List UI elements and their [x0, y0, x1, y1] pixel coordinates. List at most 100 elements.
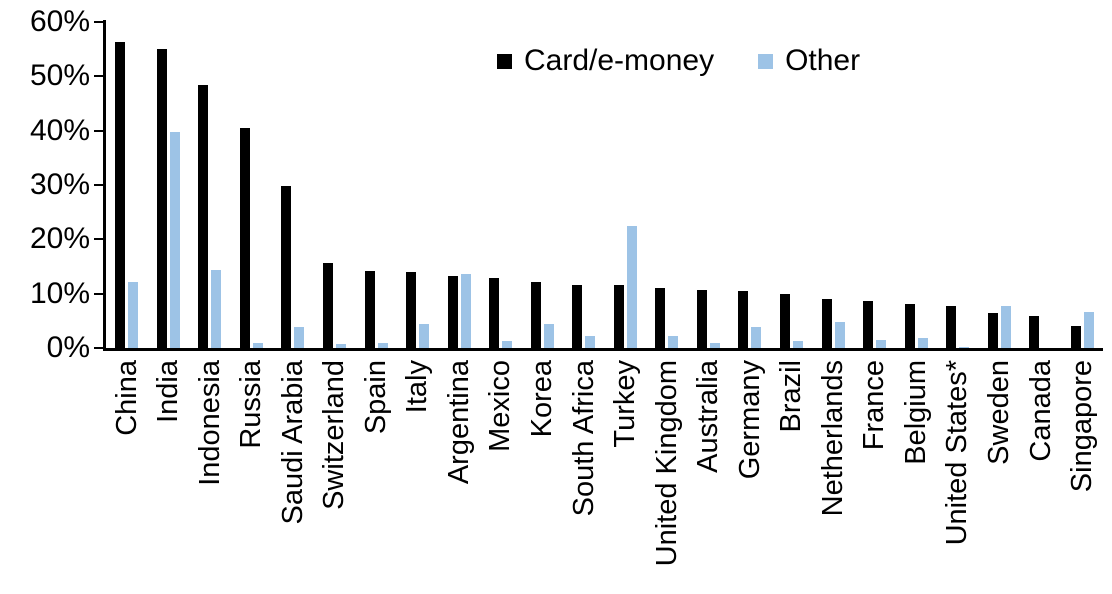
bar-card-emoney — [447, 276, 458, 348]
x-axis-label-cell: Turkey — [605, 360, 647, 594]
x-axis-label-cell: South Africa — [563, 360, 605, 594]
x-axis-label: Australia — [692, 360, 725, 473]
bar-card-emoney — [198, 85, 209, 348]
x-axis-labels: China India Indonesia Russia Saudi Arabia Swi… — [106, 360, 1103, 594]
y-axis-tick — [94, 292, 103, 295]
bar-group — [106, 22, 148, 348]
bar-other — [543, 324, 554, 348]
x-axis-label-cell: Italy — [397, 360, 439, 594]
x-axis-label-cell: Germany — [729, 360, 771, 594]
legend: Card/e-money Other — [497, 44, 860, 78]
bar-group — [355, 22, 397, 348]
bar-group — [231, 22, 273, 348]
bar-group — [895, 22, 937, 348]
bar-card-emoney — [115, 42, 126, 348]
x-axis-label: United Kingdom — [650, 360, 683, 567]
x-axis-label: Argentina — [442, 360, 475, 485]
x-axis-label-cell: Argentina — [438, 360, 480, 594]
bar-card-emoney — [406, 272, 417, 348]
bar-other — [419, 324, 430, 348]
y-axis-tick — [94, 75, 103, 78]
bar-card-emoney — [489, 278, 500, 348]
bar-group — [1062, 22, 1104, 348]
bar-other — [709, 343, 720, 348]
x-axis-label-cell: China — [106, 360, 148, 594]
bar-other — [917, 338, 928, 348]
x-axis-label: Singapore — [1066, 360, 1099, 493]
bar-card-emoney — [655, 288, 666, 348]
bar-other — [959, 347, 970, 348]
bar-group — [314, 22, 356, 348]
bar-other — [252, 343, 263, 348]
bar-group — [729, 22, 771, 348]
y-axis-tick-label: 40% — [29, 113, 90, 147]
y-axis-tick-label: 20% — [29, 222, 90, 256]
bar-other — [1000, 306, 1011, 348]
x-axis-label: Mexico — [484, 360, 517, 452]
bar-other — [377, 343, 388, 348]
bar-card-emoney — [281, 186, 292, 348]
x-axis-label: Spain — [359, 360, 392, 435]
bar-card-emoney — [904, 304, 915, 348]
x-axis-label: France — [858, 360, 891, 451]
y-axis-tick-label: 30% — [29, 168, 90, 201]
bar-group — [480, 22, 522, 348]
bar-group — [438, 22, 480, 348]
x-axis-label: Italy — [401, 360, 434, 414]
x-axis-label-cell: France — [854, 360, 896, 594]
x-axis-label: United States* — [941, 360, 974, 546]
y-axis-tick-label: 50% — [29, 59, 90, 93]
x-axis-label: Turkey — [609, 360, 642, 448]
y-axis-tick — [94, 184, 103, 186]
bar-card-emoney — [863, 301, 874, 348]
x-axis-label: India — [152, 360, 185, 423]
bar-other — [793, 341, 804, 348]
x-axis-label-cell: Russia — [231, 360, 273, 594]
bar-other — [585, 336, 596, 348]
bar-other — [128, 282, 139, 348]
legend-swatch-card-emoney-icon — [497, 53, 512, 69]
bar-other — [169, 132, 180, 348]
bar-card-emoney — [946, 306, 957, 348]
bar-group — [1020, 22, 1062, 348]
x-axis-label-cell: Singapore — [1062, 360, 1104, 594]
x-axis-label-cell: Canada — [1020, 360, 1062, 594]
x-axis-label-cell: Indonesia — [189, 360, 231, 594]
bar-other — [876, 340, 887, 348]
bar-group — [646, 22, 688, 348]
x-axis-label: Brazil — [775, 360, 808, 433]
y-axis-tick-label: 0% — [46, 331, 90, 364]
x-axis-label-cell: Spain — [355, 360, 397, 594]
x-axis-label-cell: Netherlands — [812, 360, 854, 594]
legend-label-card-emoney: Card/e-money — [524, 44, 715, 77]
bar-group — [605, 22, 647, 348]
bar-other — [751, 327, 762, 348]
bar-card-emoney — [239, 128, 250, 348]
bar-card-emoney — [572, 285, 583, 348]
x-axis-label-cell: Korea — [521, 360, 563, 594]
bar-card-emoney — [156, 49, 167, 348]
bar-other — [502, 341, 513, 348]
legend-entry-other: Other — [758, 44, 860, 78]
x-axis-label: South Africa — [567, 360, 600, 517]
x-axis-label-cell: Brazil — [771, 360, 813, 594]
bar-group — [397, 22, 439, 348]
bar-other — [211, 270, 222, 348]
x-axis-label: Saudi Arabia — [276, 360, 309, 525]
bar-other — [1083, 312, 1094, 348]
x-axis-label-cell: Mexico — [480, 360, 522, 594]
bar-card-emoney — [696, 290, 707, 348]
bar-card-emoney — [987, 313, 998, 348]
x-axis-label-cell: Belgium — [895, 360, 937, 594]
x-axis-label-cell: United Kingdom — [646, 360, 688, 594]
y-axis-tick — [94, 347, 103, 349]
bar-card-emoney — [1070, 326, 1081, 348]
bar-card-emoney — [738, 291, 749, 348]
x-axis-label: Canada — [1024, 360, 1057, 462]
y-axis-tick-label: 60% — [29, 5, 90, 38]
bar-group — [563, 22, 605, 348]
legend-entry-card-emoney: Card/e-money — [497, 44, 714, 78]
bar-group — [978, 22, 1020, 348]
x-axis-label-cell: Saudi Arabia — [272, 360, 314, 594]
